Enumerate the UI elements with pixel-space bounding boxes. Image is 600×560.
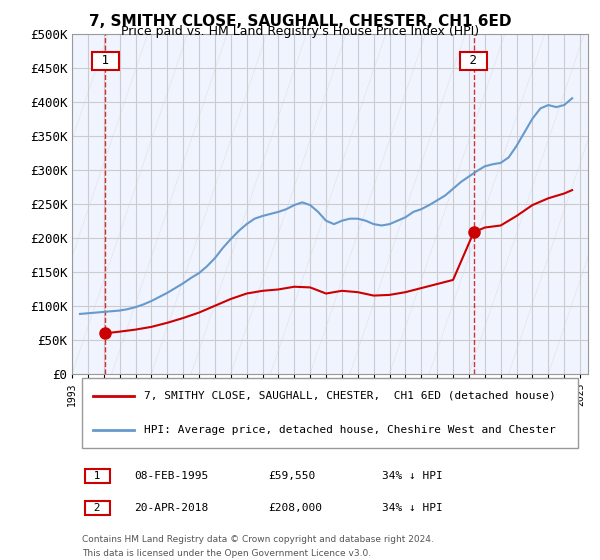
Text: 1: 1 [88, 471, 108, 481]
Text: £59,550: £59,550 [268, 471, 316, 481]
Text: Price paid vs. HM Land Registry's House Price Index (HPI): Price paid vs. HM Land Registry's House … [121, 25, 479, 38]
FancyBboxPatch shape [82, 377, 578, 447]
Text: 08-FEB-1995: 08-FEB-1995 [134, 471, 208, 481]
Text: 20-APR-2018: 20-APR-2018 [134, 503, 208, 513]
Text: HPI: Average price, detached house, Cheshire West and Chester: HPI: Average price, detached house, Ches… [144, 425, 556, 435]
Text: 7, SMITHY CLOSE, SAUGHALL, CHESTER, CH1 6ED: 7, SMITHY CLOSE, SAUGHALL, CHESTER, CH1 … [89, 14, 511, 29]
Text: 2: 2 [88, 503, 108, 513]
Text: 2: 2 [463, 54, 485, 67]
Text: 7, SMITHY CLOSE, SAUGHALL, CHESTER,  CH1 6ED (detached house): 7, SMITHY CLOSE, SAUGHALL, CHESTER, CH1 … [144, 391, 556, 400]
Text: 1: 1 [94, 54, 116, 67]
Text: £208,000: £208,000 [268, 503, 322, 513]
Text: Contains HM Land Registry data © Crown copyright and database right 2024.: Contains HM Land Registry data © Crown c… [82, 535, 434, 544]
Text: 34% ↓ HPI: 34% ↓ HPI [382, 471, 442, 481]
Text: 34% ↓ HPI: 34% ↓ HPI [382, 503, 442, 513]
Text: This data is licensed under the Open Government Licence v3.0.: This data is licensed under the Open Gov… [82, 549, 371, 558]
